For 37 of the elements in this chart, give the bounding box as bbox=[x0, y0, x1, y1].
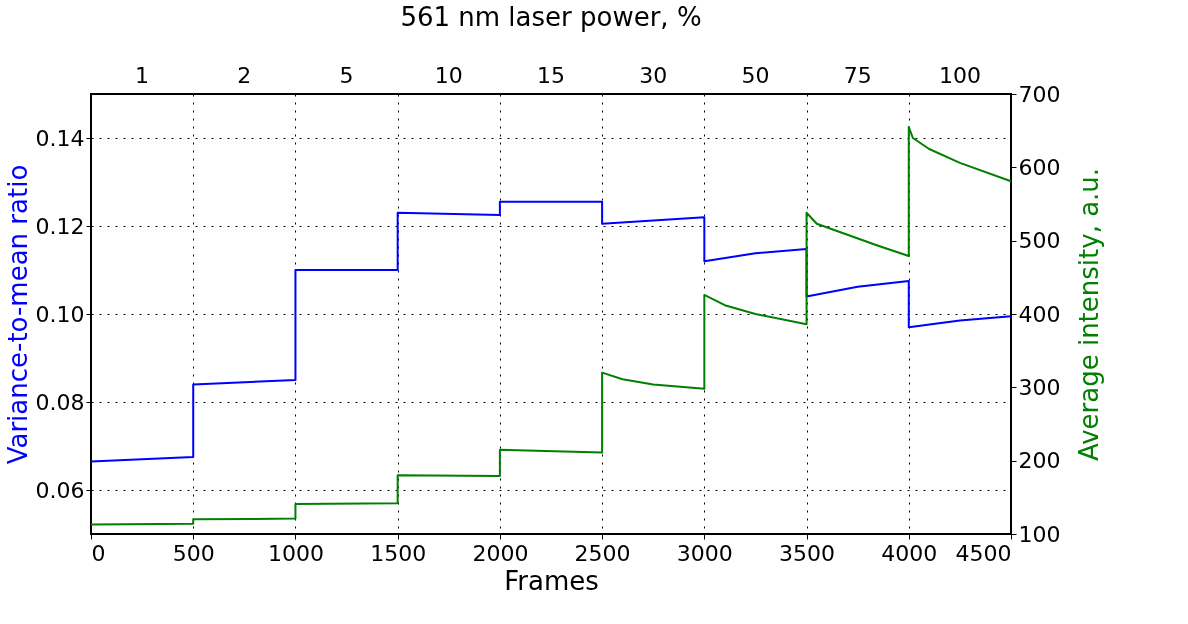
x-tick-label: 0 bbox=[91, 540, 106, 566]
y2-tick-label: 700 bbox=[1018, 81, 1061, 107]
text: 1 bbox=[135, 63, 150, 88]
y-tick-label: 0.12 bbox=[35, 213, 85, 239]
x-tick-label: 1500 bbox=[370, 540, 427, 566]
text: 50 bbox=[741, 63, 770, 88]
x-axis-title: Frames bbox=[504, 565, 599, 596]
x-tick-label: 4500 bbox=[955, 540, 1012, 566]
text: 100 bbox=[938, 63, 981, 88]
y-tick-label: 0.14 bbox=[35, 125, 85, 151]
text: 30 bbox=[639, 63, 668, 88]
line-series bbox=[90, 200, 1012, 463]
y2-tick-label: 300 bbox=[1018, 374, 1061, 400]
text: 10 bbox=[434, 63, 463, 88]
x-tick-label: 1000 bbox=[267, 540, 324, 566]
line-series bbox=[90, 126, 1012, 526]
text: 15 bbox=[537, 63, 565, 88]
y-tick-label: 0.08 bbox=[35, 389, 85, 415]
text: 2 bbox=[237, 63, 252, 88]
y2-tick-label: 400 bbox=[1018, 301, 1061, 327]
x-tick-label: 2500 bbox=[574, 540, 631, 566]
y-axis-title: Variance-to-mean ratio bbox=[2, 164, 33, 465]
y2-tick-label: 100 bbox=[1018, 521, 1061, 547]
y2-tick-label: 500 bbox=[1018, 228, 1061, 254]
x-tick-label: 3500 bbox=[779, 540, 836, 566]
text: 75 bbox=[843, 63, 872, 88]
chart-title: 561 nm laser power, % bbox=[400, 2, 702, 32]
x-tick-label: 4000 bbox=[881, 540, 938, 566]
text: 5 bbox=[339, 63, 354, 88]
x-tick-label: 3000 bbox=[676, 540, 733, 566]
x-tick-label: 2000 bbox=[472, 540, 529, 566]
y2-axis-title: Average intensity, a.u. bbox=[1073, 167, 1104, 462]
x-tick-label: 500 bbox=[172, 540, 215, 566]
y-tick-label: 0.06 bbox=[35, 477, 85, 503]
y2-tick-label: 200 bbox=[1018, 448, 1061, 474]
y-tick-label: 0.10 bbox=[35, 301, 85, 327]
y2-tick-label: 600 bbox=[1018, 154, 1061, 180]
